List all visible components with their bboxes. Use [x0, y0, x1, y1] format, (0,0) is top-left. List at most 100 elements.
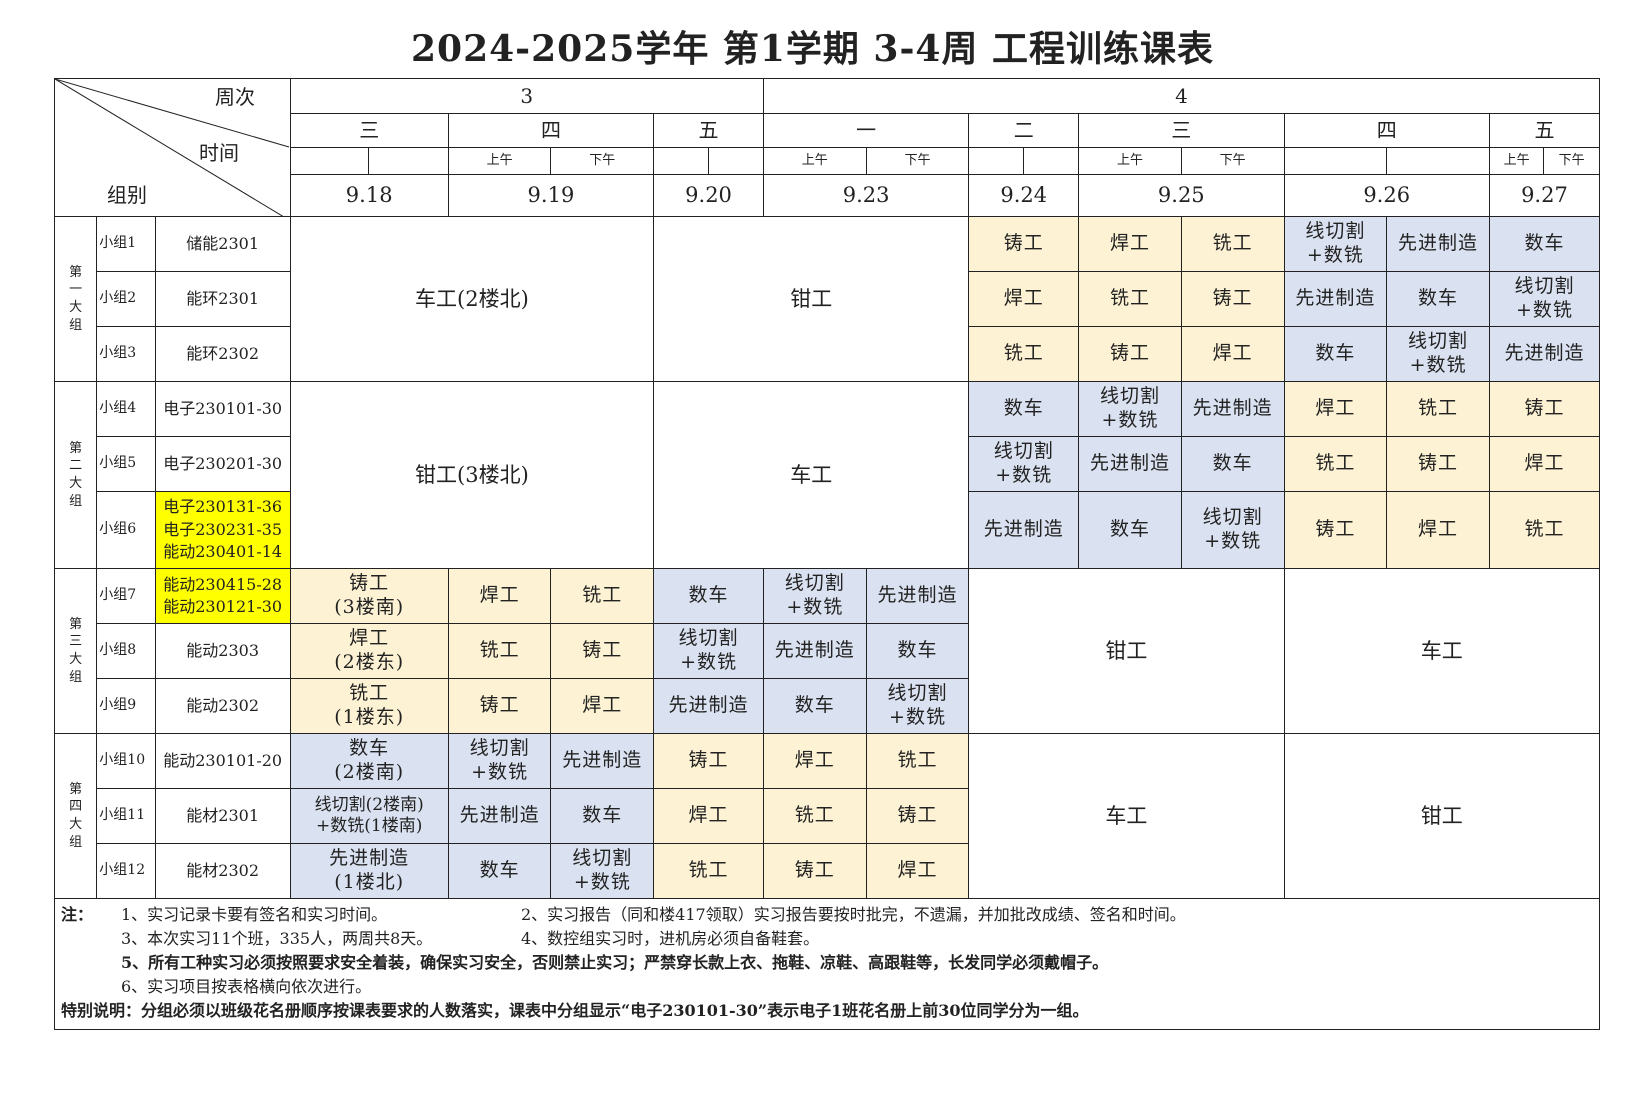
schedule-cell: 数车	[550, 788, 655, 844]
date-header: 9.27	[1488, 174, 1601, 217]
notes-row: 5、所有工种实习必须按照要求安全着装，确保实习安全，否则禁止实习；严禁穿长款上衣…	[61, 951, 1593, 975]
schedule-cell: 线切割 +数铣	[1488, 271, 1601, 327]
class-label: 电子230101-30	[154, 381, 291, 437]
schedule-cell: 数车	[1386, 271, 1490, 327]
big-group-text: 第一大组	[69, 264, 83, 333]
schedule-cell: 数车	[447, 843, 552, 899]
big-group-text: 第四大组	[69, 781, 83, 850]
ampm-cell	[1283, 147, 1388, 175]
schedule-cell: 铸工	[653, 733, 764, 789]
day-header: 二	[968, 113, 1080, 148]
day-header: 五	[1488, 113, 1601, 148]
ampm-cell	[1022, 147, 1080, 175]
schedule-cell: 数车	[1180, 436, 1285, 492]
schedule-cell: 线切割 +数铣	[865, 678, 970, 734]
class-label-highlighted: 电子230131-36 电子230231-35 能动230401-14	[154, 491, 291, 569]
am-label: 上午	[1078, 147, 1182, 175]
class-label-highlighted: 能动230415-28 能动230121-30	[154, 568, 291, 624]
schedule-cell: 铣工	[968, 326, 1080, 382]
merged-cell: 车工(2楼北)	[289, 216, 655, 382]
subgroup-label: 小组8	[96, 623, 156, 679]
ampm-cell	[707, 147, 764, 175]
date-header: 9.19	[447, 174, 655, 217]
schedule-cell: 先进制造	[762, 623, 867, 679]
schedule-cell: 铣工	[447, 623, 552, 679]
class-label: 电子230201-30	[154, 436, 291, 492]
week-3-header: 3	[289, 78, 764, 114]
schedule-cell: 铸工	[1283, 491, 1388, 569]
special-note: 特别说明：分组必须以班级花名册顺序按课表要求的人数落实，课表中分组显示“电子23…	[61, 1001, 1089, 1020]
corner-diagonals	[55, 79, 290, 216]
class-label: 能动2303	[154, 623, 291, 679]
corner-cell: 周次 时间 组别	[54, 78, 291, 217]
schedule-cell: 线切割 +数铣	[653, 623, 764, 679]
big-group-label: 第二大组	[53, 381, 98, 569]
note-item: 1、实习记录卡要有签名和实习时间。	[121, 905, 388, 924]
schedule-cell: 线切割 +数铣	[1283, 216, 1388, 272]
class-label: 能材2302	[154, 843, 291, 899]
big-group-label: 第一大组	[53, 216, 98, 382]
note-item-bold: 5、所有工种实习必须按照要求安全着装，确保实习安全，否则禁止实习；严禁穿长款上衣…	[121, 953, 1109, 972]
notes-row: 3、本次实习11个班，335人，两周共8天。 4、数控组实习时，进机房必须自备鞋套…	[61, 927, 1593, 951]
subgroup-label: 小组5	[96, 436, 156, 492]
schedule-cell: 铣工	[1488, 491, 1601, 569]
schedule-cell: 铸工	[1386, 436, 1490, 492]
subgroup-label: 小组11	[96, 788, 156, 844]
schedule-cell: 焊工	[653, 788, 764, 844]
pm-label: 下午	[1180, 147, 1285, 175]
date-header: 9.18	[289, 174, 449, 217]
schedule-cell: 铸工 (3楼南)	[289, 568, 449, 624]
class-label: 能材2301	[154, 788, 291, 844]
corner-group-label: 组别	[107, 183, 147, 207]
schedule-cell: 先进制造	[1283, 271, 1388, 327]
notes-row: 特别说明：分组必须以班级花名册顺序按课表要求的人数落实，课表中分组显示“电子23…	[61, 999, 1593, 1023]
schedule-cell: 焊工	[1488, 436, 1601, 492]
schedule-cell: 数车	[865, 623, 970, 679]
subgroup-label: 小组1	[96, 216, 156, 272]
big-group-text: 第二大组	[69, 440, 83, 509]
schedule-cell: 线切割 +数铣	[762, 568, 867, 624]
note-item: 2、实习报告（同和楼417领取）实习报告要按时批完，不遗漏，并加批改成绩、签名和…	[521, 905, 1186, 924]
schedule-cell: 先进制造	[968, 491, 1080, 569]
class-label: 能动2302	[154, 678, 291, 734]
schedule-cell: 数车	[1078, 491, 1182, 569]
corner-time-label: 时间	[199, 141, 239, 165]
schedule-cell: 铣工	[653, 843, 764, 899]
date-header: 9.25	[1078, 174, 1285, 217]
merged-cell: 钳工	[653, 216, 970, 382]
big-group-label: 第四大组	[53, 733, 98, 899]
merged-cell: 车工	[653, 381, 970, 569]
date-header: 9.24	[968, 174, 1080, 217]
schedule-cell: 先进制造	[865, 568, 970, 624]
ampm-cell	[653, 147, 709, 175]
notes-row: 注： 1、实习记录卡要有签名和实习时间。 2、实习报告（同和楼417领取）实习报告要…	[61, 903, 1593, 927]
schedule-cell: 线切割 +数铣	[447, 733, 552, 789]
schedule-cell: 先进制造	[1078, 436, 1182, 492]
day-header: 三	[1078, 113, 1285, 148]
merged-cell: 钳工(3楼北)	[289, 381, 655, 569]
pm-label: 下午	[865, 147, 970, 175]
schedule-cell: 铸工	[968, 216, 1080, 272]
subgroup-label: 小组12	[96, 843, 156, 899]
schedule-cell: 线切割 +数铣	[968, 436, 1080, 492]
schedule-cell: 铸工	[447, 678, 552, 734]
schedule-cell: 铸工	[1488, 381, 1601, 437]
schedule-cell: 数车	[1488, 216, 1601, 272]
subgroup-label: 小组6	[96, 491, 156, 569]
date-header: 9.20	[653, 174, 764, 217]
am-label: 上午	[762, 147, 867, 175]
schedule-cell: 焊工 (2楼东)	[289, 623, 449, 679]
day-header: 三	[289, 113, 449, 148]
schedule-cell: 铣工	[1386, 381, 1490, 437]
schedule-cell: 铸工	[1078, 326, 1182, 382]
schedule-cell: 线切割 +数铣	[1386, 326, 1490, 382]
date-header: 9.23	[762, 174, 970, 217]
day-header: 四	[447, 113, 655, 148]
note-item: 3、本次实习11个班，335人，两周共8天。	[121, 929, 433, 948]
schedule-cell: 铸工	[550, 623, 655, 679]
big-group-label: 第三大组	[53, 568, 98, 734]
schedule-cell: 先进制造	[550, 733, 655, 789]
subgroup-label: 小组3	[96, 326, 156, 382]
day-header: 五	[653, 113, 764, 148]
merged-cell: 车工	[968, 733, 1285, 899]
